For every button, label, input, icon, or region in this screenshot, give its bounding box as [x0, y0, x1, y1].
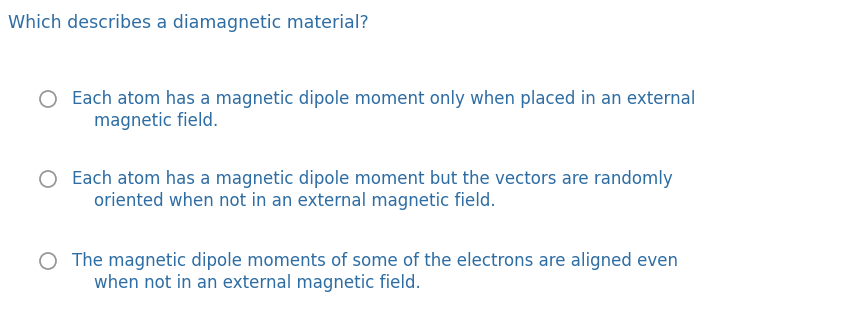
Text: The magnetic dipole moments of some of the electrons are aligned even: The magnetic dipole moments of some of t… [72, 252, 678, 270]
Circle shape [40, 91, 56, 107]
Text: Each atom has a magnetic dipole moment only when placed in an external: Each atom has a magnetic dipole moment o… [72, 90, 695, 108]
Text: when not in an external magnetic field.: when not in an external magnetic field. [94, 274, 421, 292]
Text: magnetic field.: magnetic field. [94, 112, 218, 130]
Text: oriented when not in an external magnetic field.: oriented when not in an external magneti… [94, 192, 496, 210]
Circle shape [40, 253, 56, 269]
Circle shape [40, 171, 56, 187]
Text: Each atom has a magnetic dipole moment but the vectors are randomly: Each atom has a magnetic dipole moment b… [72, 170, 673, 188]
Text: Which describes a diamagnetic material?: Which describes a diamagnetic material? [8, 14, 369, 32]
